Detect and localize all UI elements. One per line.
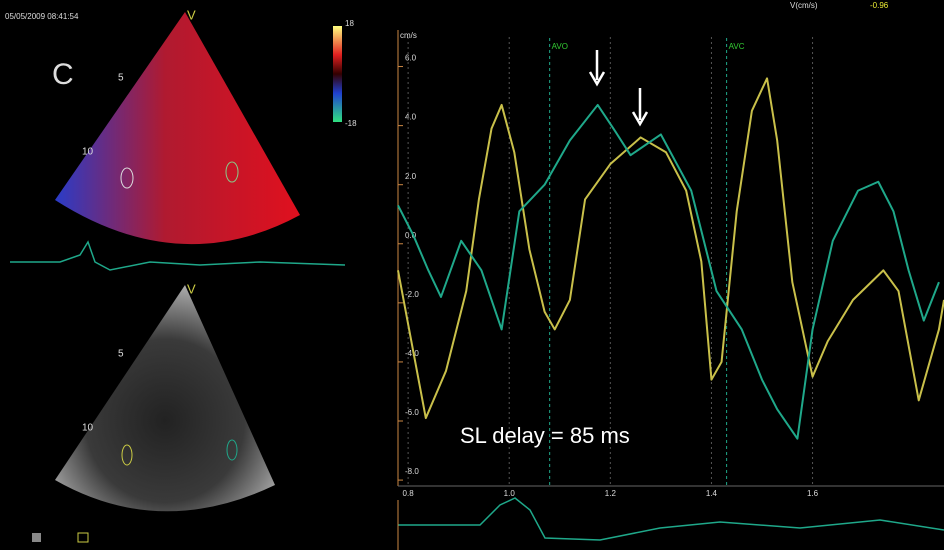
y-tick-label: -6.0 bbox=[405, 408, 419, 417]
x-tick-label: 1.4 bbox=[706, 489, 718, 498]
arrow bbox=[588, 50, 606, 87]
series-line bbox=[397, 103, 940, 440]
x-tick-label: 1.0 bbox=[504, 489, 516, 498]
icon bbox=[77, 532, 89, 543]
depth: 5 bbox=[118, 349, 124, 360]
y-tick-label: -4.0 bbox=[405, 349, 419, 358]
ecg bbox=[398, 497, 944, 541]
bmode-sector bbox=[55, 285, 275, 512]
y-tick-label: 6.0 bbox=[405, 54, 417, 63]
marker: V bbox=[187, 7, 196, 22]
header-label: V(cm/s) bbox=[790, 1, 818, 10]
roi bbox=[121, 444, 133, 466]
panel-letter: C bbox=[52, 58, 74, 91]
chart: 6.0 4.0 2.0 0.0 -2.0 -4.0 -6.0 -8.0 0.8 1.0 1.2 1.4… bbox=[397, 1, 944, 498]
depth: 10 bbox=[82, 423, 94, 434]
icon bbox=[32, 533, 41, 542]
y-tick-label: -2.0 bbox=[405, 290, 419, 299]
y-tick-label: -8.0 bbox=[405, 467, 419, 476]
annotation: SL delay = 85 ms bbox=[460, 423, 630, 448]
depth: 10 bbox=[82, 147, 94, 158]
y-tick-label: 4.0 bbox=[405, 113, 417, 122]
y-label: cm/s bbox=[400, 31, 417, 40]
x-tick-label: 1.6 bbox=[807, 489, 819, 498]
arrow bbox=[631, 88, 649, 127]
depth: 5 bbox=[118, 73, 124, 84]
ecg bbox=[10, 240, 346, 271]
marker: V bbox=[187, 281, 196, 296]
event-label: AVC bbox=[729, 42, 745, 51]
y-tick-label: 0.0 bbox=[405, 231, 417, 240]
timestamp: 05/05/2009 08:41:54 bbox=[5, 12, 79, 21]
roi bbox=[226, 439, 238, 461]
scale-max: 18 bbox=[345, 19, 354, 28]
doppler-sector bbox=[55, 12, 300, 245]
x-tick-label: 0.8 bbox=[403, 489, 415, 498]
scale-min: -18 bbox=[345, 119, 357, 128]
roi bbox=[225, 161, 239, 183]
y-tick-label: 2.0 bbox=[405, 172, 417, 181]
x-tick-label: 1.2 bbox=[605, 489, 617, 498]
series-line bbox=[397, 77, 944, 420]
header-value: -0.96 bbox=[870, 1, 889, 10]
color-bar bbox=[333, 26, 342, 122]
roi bbox=[120, 167, 134, 189]
event-label: AVO bbox=[552, 42, 568, 51]
